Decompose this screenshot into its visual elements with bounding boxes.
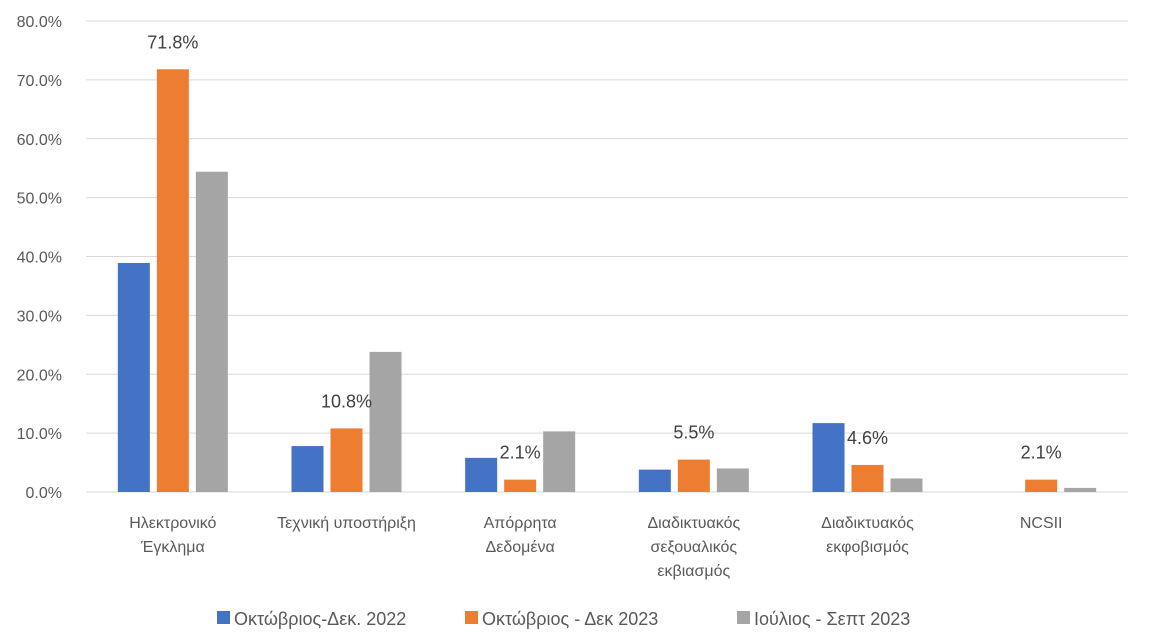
- bar: [291, 446, 324, 492]
- bars: [117, 69, 1097, 492]
- y-tick-label: 20.0%: [17, 367, 62, 384]
- bar: [504, 479, 537, 492]
- bar: [330, 428, 363, 492]
- bar: [716, 468, 749, 492]
- bar: [369, 351, 402, 492]
- bar: [638, 469, 671, 492]
- data-label: 4.6%: [847, 428, 888, 448]
- bar: [156, 69, 189, 492]
- y-tick-label: 70.0%: [17, 73, 62, 90]
- y-tick-label: 50.0%: [17, 191, 62, 208]
- bar: [543, 431, 576, 492]
- y-tick-label: 30.0%: [17, 308, 62, 325]
- x-category-label: NCSII: [1020, 515, 1063, 532]
- legend-label: Οκτώβριος - Δεκ 2023: [482, 609, 658, 629]
- legend-label: Ιούλιος - Σεπτ 2023: [754, 609, 910, 629]
- y-tick-label: 10.0%: [17, 426, 62, 443]
- x-category-label: Τεχνική υποστήριξη: [277, 515, 416, 532]
- legend-swatch: [737, 611, 750, 624]
- legend-label: Οκτώβριος-Δεκ. 2022: [234, 609, 406, 629]
- legend-swatch: [465, 611, 478, 624]
- data-label: 2.1%: [500, 443, 541, 463]
- x-category-label: Διαδικτυακός σεξουαλικός εκβιασμός: [647, 515, 740, 580]
- bar: [890, 478, 923, 492]
- legend: Οκτώβριος-Δεκ. 2022 Οκτώβριος - Δεκ 2023 Ι…: [217, 609, 910, 629]
- data-labels: 71.8% 10.8% 2.1% 5.5% 4.6% 2.1%: [147, 32, 1061, 462]
- bar: [465, 457, 498, 492]
- y-tick-label: 0.0%: [26, 485, 62, 502]
- x-category-label: Ηλεκτρονικό Έγκλημα: [129, 515, 216, 556]
- data-label: 2.1%: [1021, 443, 1062, 463]
- bar: [851, 464, 884, 492]
- data-label: 10.8%: [321, 391, 372, 411]
- x-category-label: Απόρρητα Δεδομένα: [484, 515, 557, 556]
- bar: [195, 171, 228, 492]
- y-tick-label: 60.0%: [17, 132, 62, 149]
- bar: [117, 262, 150, 492]
- bar: [677, 459, 710, 492]
- x-axis-categories: Ηλεκτρονικό Έγκλημα Τεχνική υποστήριξη Απόρ…: [129, 515, 1062, 580]
- data-label: 71.8%: [147, 32, 198, 52]
- bar: [1064, 487, 1097, 492]
- legend-swatch: [217, 611, 230, 624]
- data-label: 5.5%: [673, 423, 714, 443]
- bar: [1025, 479, 1058, 492]
- y-tick-label: 80.0%: [17, 14, 62, 31]
- gridlines: [86, 20, 1128, 493]
- y-tick-label: 40.0%: [17, 250, 62, 267]
- y-axis-ticks: 0.0% 10.0% 20.0% 30.0% 40.0% 50.0% 60.0% 70.0% 8…: [17, 14, 62, 502]
- bar: [812, 423, 845, 492]
- x-category-label: Διαδικτυακός εκφοβισμός: [821, 515, 914, 556]
